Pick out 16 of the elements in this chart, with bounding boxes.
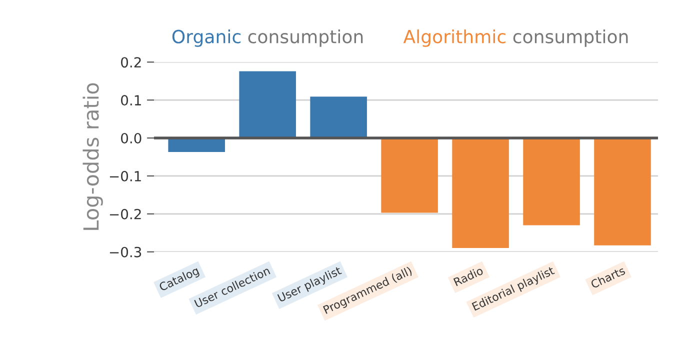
bar bbox=[523, 138, 580, 226]
y-tick-label: 0.1 bbox=[121, 95, 141, 106]
bar bbox=[452, 138, 509, 248]
text: Algorithmic consumption bbox=[403, 29, 628, 47]
y-tick-label: 0.2 bbox=[121, 57, 141, 68]
bar bbox=[594, 138, 651, 246]
y-axis-title: Log-odds ratio bbox=[82, 83, 103, 230]
bar bbox=[310, 96, 367, 138]
y-tick-label: −0.2 bbox=[110, 208, 141, 220]
text: Organic consumption bbox=[172, 29, 363, 47]
bar bbox=[381, 138, 438, 213]
bar bbox=[239, 71, 296, 138]
y-tick-label: −0.1 bbox=[110, 170, 141, 182]
x-tick-label: Radio bbox=[453, 266, 484, 286]
y-tick-label: 0.0 bbox=[121, 132, 142, 144]
y-tick-label: −0.3 bbox=[110, 246, 142, 258]
